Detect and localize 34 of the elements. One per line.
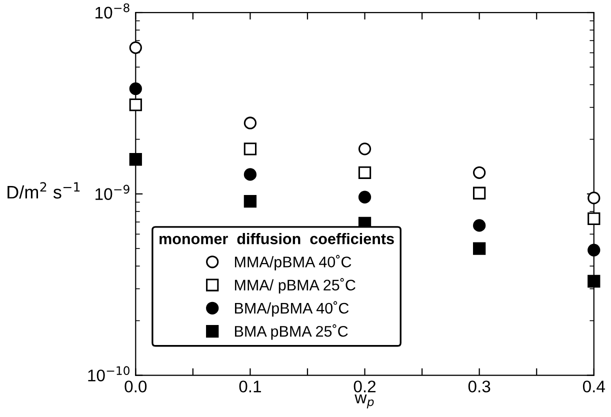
y-axis-title: D/m$^{2}$ s$^{−1}$	[8, 182, 80, 199]
y-tick-label: 10$^{−8}$	[96, 3, 130, 19]
legend-label: BMA pBMA 25˚C	[235, 324, 348, 340]
y-tick-label: 10$^{−10}$	[88, 366, 130, 382]
point	[588, 212, 600, 226]
point	[244, 116, 257, 130]
point	[473, 219, 486, 232]
point	[588, 192, 600, 204]
x-tick-label: 0.1	[239, 380, 261, 392]
point	[358, 166, 372, 179]
x-tick-label: 0.2	[354, 380, 376, 392]
legend-label: MMA/pBMA 40˚C	[235, 254, 352, 270]
point	[244, 168, 257, 181]
point	[244, 142, 257, 156]
point	[588, 244, 600, 256]
point	[129, 153, 142, 166]
point	[358, 142, 372, 156]
point	[244, 195, 257, 208]
point	[473, 166, 486, 179]
x-tick-label: 0.0	[124, 380, 147, 392]
legend-title: monomer diffusion coefficients	[160, 233, 394, 244]
x-tick-label: 0.4	[582, 380, 605, 392]
point	[129, 41, 142, 54]
point	[473, 186, 486, 200]
point	[473, 242, 486, 255]
point	[129, 82, 142, 96]
legend-label: BMA/pBMA 40˚C	[235, 301, 349, 317]
legend-label: MMA/ pBMA 25˚C	[235, 278, 356, 294]
point	[129, 98, 142, 112]
point	[358, 190, 372, 204]
point	[588, 274, 600, 288]
x-axis-title: w$_{p}$	[354, 394, 374, 408]
y-tick-label: 10$^{−9}$	[96, 184, 130, 200]
x-tick-label: 0.3	[468, 380, 490, 392]
